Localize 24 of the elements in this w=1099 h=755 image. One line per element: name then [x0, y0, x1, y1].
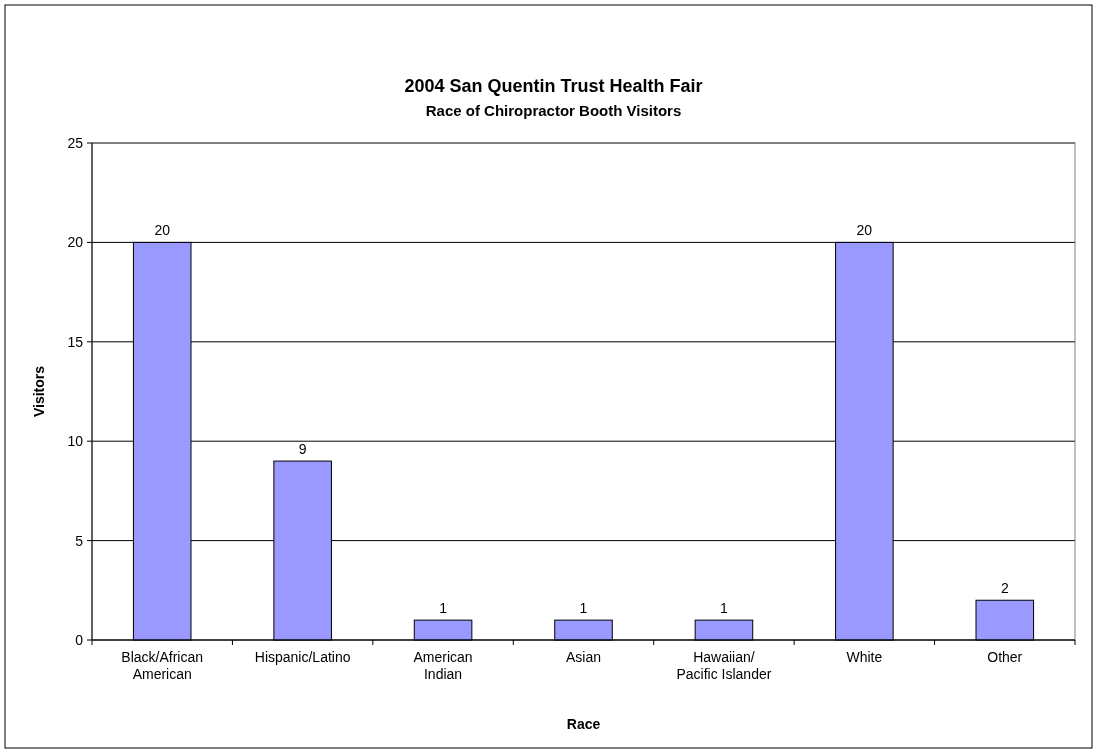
y-tick-label: 25	[67, 135, 84, 151]
x-tick-label: Other	[987, 649, 1023, 665]
y-axis-title: Visitors	[31, 365, 47, 418]
x-tick-label: Black/African American	[121, 649, 204, 682]
data-label: 2	[1000, 580, 1009, 597]
data-label: 9	[298, 441, 307, 458]
y-tick-label: 20	[67, 234, 84, 251]
x-tick-label: Hawaiian/ Pacific Islander	[676, 649, 772, 682]
x-axis-title: Race	[566, 716, 601, 732]
data-label: 20	[154, 222, 171, 239]
x-tick-label: Asian	[565, 649, 602, 665]
chart-title: 2004 San Quentin Trust Health Fair	[404, 76, 703, 96]
x-tick-label: Hispanic/Latino	[254, 649, 351, 665]
data-label: 1	[720, 600, 729, 617]
y-tick-label: 0	[75, 632, 84, 648]
chart-subtitle: Race of Chiropractor Booth Visitors	[425, 102, 682, 119]
x-tick-label: White	[846, 649, 883, 665]
x-tick-label: American Indian	[413, 649, 473, 682]
data-label: 1	[439, 600, 448, 617]
data-label: 1	[579, 600, 588, 617]
data-label: 20	[856, 222, 873, 239]
y-tick-label: 10	[67, 433, 84, 450]
y-tick-label: 15	[67, 333, 84, 350]
y-tick-label: 5	[75, 532, 84, 549]
